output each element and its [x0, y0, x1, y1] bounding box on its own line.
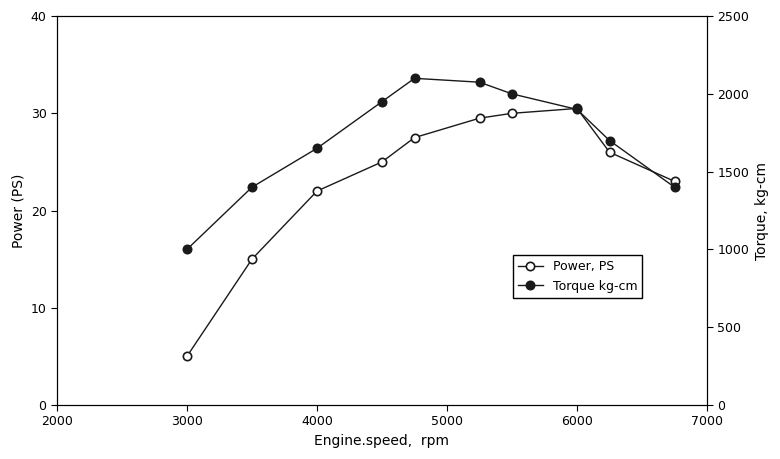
- Torque kg-cm: [507, 91, 516, 97]
- Torque kg-cm: [378, 99, 387, 104]
- Power, PS: [670, 179, 679, 184]
- Line: Torque kg-cm: Torque kg-cm: [183, 74, 679, 253]
- Torque kg-cm: [410, 76, 419, 81]
- Power, PS: [378, 159, 387, 165]
- Power, PS: [573, 106, 582, 111]
- Torque kg-cm: [573, 106, 582, 112]
- Y-axis label: Torque, kg-cm: Torque, kg-cm: [755, 162, 769, 259]
- Power, PS: [247, 257, 257, 262]
- Torque kg-cm: [183, 246, 192, 252]
- Power, PS: [312, 188, 321, 194]
- Torque kg-cm: [670, 185, 679, 190]
- Power, PS: [475, 115, 484, 121]
- Torque kg-cm: [475, 79, 484, 85]
- Power, PS: [410, 135, 419, 140]
- Torque kg-cm: [312, 146, 321, 151]
- Power, PS: [507, 111, 516, 116]
- Line: Power, PS: Power, PS: [183, 104, 679, 360]
- Torque kg-cm: [604, 138, 614, 143]
- Power, PS: [604, 150, 614, 155]
- Power, PS: [183, 353, 192, 359]
- X-axis label: Engine.speed,  rpm: Engine.speed, rpm: [314, 434, 449, 448]
- Legend: Power, PS, Torque kg-cm: Power, PS, Torque kg-cm: [512, 256, 642, 298]
- Y-axis label: Power (PS): Power (PS): [11, 174, 25, 248]
- Torque kg-cm: [247, 185, 257, 190]
